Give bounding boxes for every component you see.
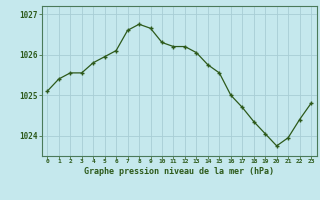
X-axis label: Graphe pression niveau de la mer (hPa): Graphe pression niveau de la mer (hPa) xyxy=(84,167,274,176)
